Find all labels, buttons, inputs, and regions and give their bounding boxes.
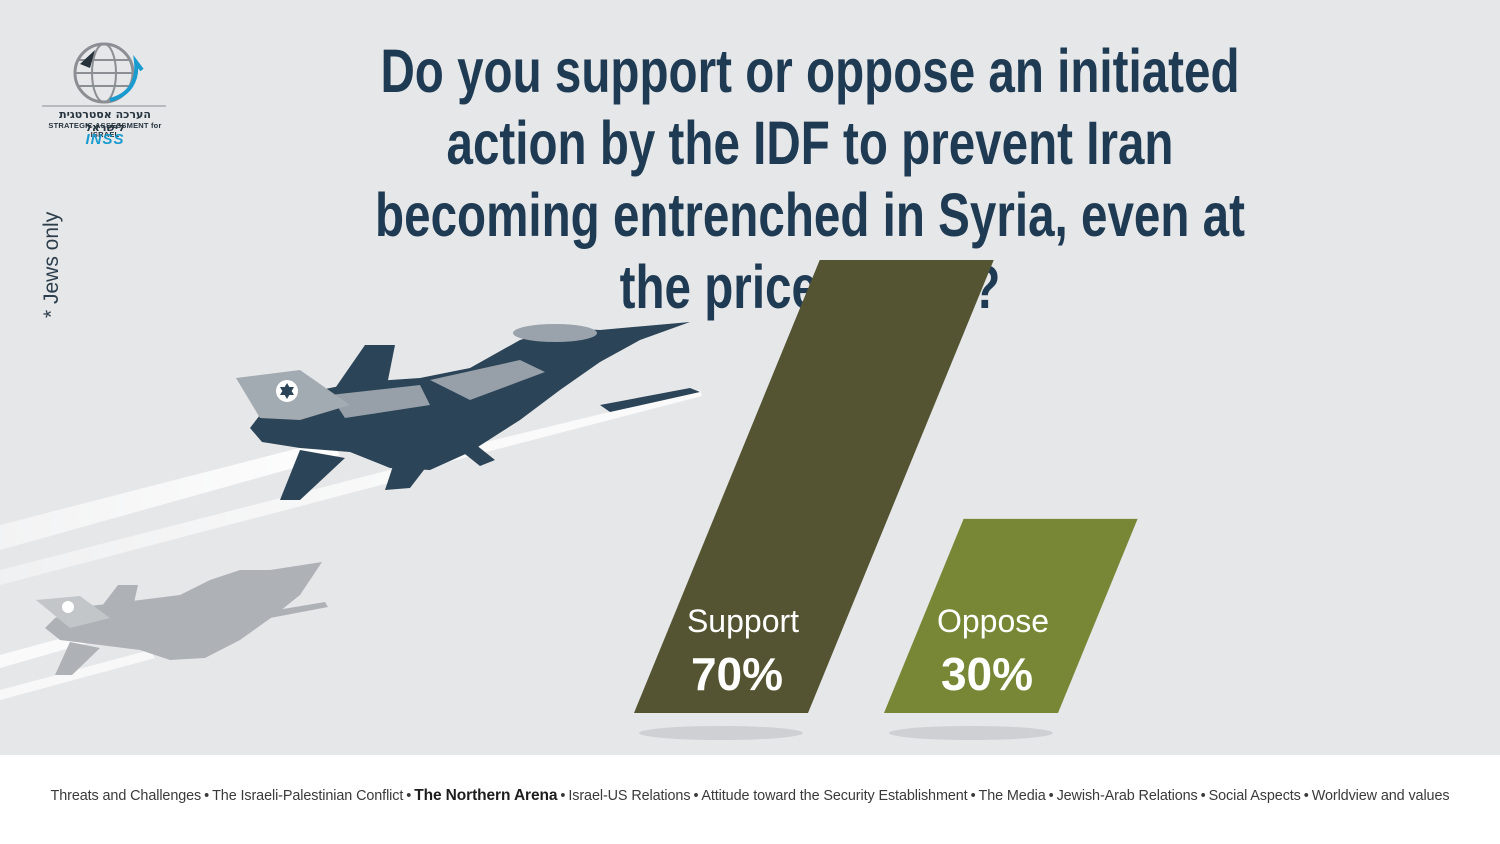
jet-ghost-icon: [36, 562, 328, 675]
bar-oppose: [884, 518, 1138, 713]
footer-separator: •: [560, 788, 566, 804]
footer-topic-link[interactable]: Jewish-Arab Relations: [1056, 788, 1198, 804]
contrail-5: [0, 650, 155, 700]
footer-separator: •: [1303, 788, 1309, 804]
footer-topic-link[interactable]: Worldview and values: [1311, 788, 1450, 804]
inss-globe-logo-icon: [42, 42, 166, 107]
footer-topic-link[interactable]: Israel-US Relations: [568, 788, 691, 804]
footer-nav: [0, 755, 1500, 844]
contrail-3: [420, 390, 702, 468]
footer-topic-link[interactable]: Threats and Challenges: [50, 788, 202, 804]
footer-separator: •: [1048, 788, 1054, 804]
bar-chart: Support 70% Oppose 30%: [634, 260, 1138, 740]
category-label: Oppose: [937, 603, 1049, 639]
jet-main-wing: [330, 360, 545, 418]
jets-illustration: [0, 322, 702, 700]
category-label: Support: [687, 603, 799, 639]
logo-english-text: STRATEGIC ASSESSMENT for ISRAEL: [48, 121, 162, 139]
jet-main-tail: [236, 370, 350, 420]
footer-separator: •: [1200, 788, 1206, 804]
bar-shadow: [639, 726, 803, 740]
footer-topic-link[interactable]: Attitude toward the Security Establishme…: [701, 788, 968, 804]
bar-support: [634, 260, 994, 713]
value-label: 70%: [691, 648, 783, 700]
logo-brand-text: INSS: [85, 131, 125, 148]
footer-separator: •: [693, 788, 699, 804]
footer-topics: Threats and Challenges • The Israeli-Pales…: [0, 787, 1500, 805]
infographic-panel: הערכה אסטרטגית לישראל STRATEGIC ASSESSME…: [0, 0, 1500, 755]
chart-title: Do you support or oppose an initiated ac…: [375, 37, 1245, 321]
footer-separator: •: [970, 788, 976, 804]
footer-topic-link[interactable]: The Northern Arena: [414, 787, 558, 804]
logo-hebrew-text: הערכה אסטרטגית לישראל: [59, 108, 151, 134]
footer-separator: •: [406, 788, 412, 804]
contrail-1: [0, 440, 340, 550]
bar-shadow: [889, 726, 1053, 740]
value-label: 30%: [941, 648, 1033, 700]
footer-topic-link[interactable]: The Israeli-Palestinian Conflict: [212, 788, 404, 804]
footer-topic-link[interactable]: The Media: [978, 788, 1046, 804]
footer-topic-link[interactable]: Social Aspects: [1208, 788, 1301, 804]
footer-separator: •: [204, 788, 210, 804]
